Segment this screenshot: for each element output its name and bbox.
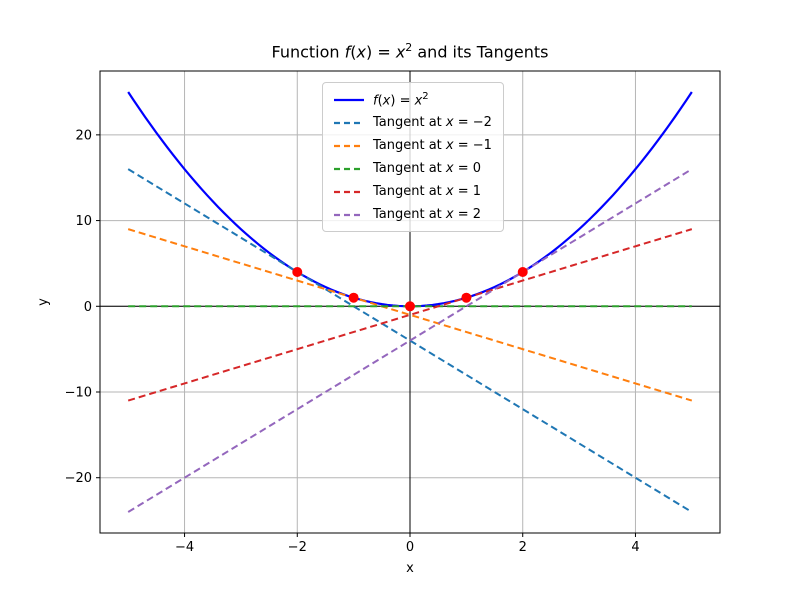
chart-title: Function f(x) = x2 and its Tangents (100, 41, 720, 61)
title-part: Function (271, 42, 345, 62)
x-tick-label: 0 (406, 540, 414, 555)
title-superscript: 2 (405, 41, 413, 54)
legend-line-sample (334, 144, 364, 147)
legend-item-0: f(x) = x2 (334, 88, 492, 111)
y-tick-label: 10 (75, 214, 92, 229)
tangent-point (292, 267, 303, 277)
legend-item-1: Tangent at x = −2 (334, 111, 492, 134)
y-axis-label: y (36, 298, 51, 306)
y-tick-label: 0 (84, 300, 92, 315)
legend-item-2: Tangent at x = −1 (334, 134, 492, 157)
title-equals: ) = (365, 42, 396, 62)
title-paren-open: ( (350, 42, 357, 62)
legend-line-sample (334, 167, 364, 170)
legend-line-sample (334, 121, 364, 124)
legend-item-3: Tangent at x = 0 (334, 157, 492, 180)
title-var-x: x (356, 42, 366, 62)
legend-item-4: Tangent at x = 1 (334, 180, 492, 203)
x-tick-label: −2 (288, 540, 307, 555)
y-tick-label: −10 (65, 386, 92, 401)
y-tick-label: 20 (75, 128, 92, 143)
x-tick-label: −4 (175, 540, 194, 555)
legend-label: Tangent at x = 2 (373, 207, 482, 222)
tangent-point (405, 301, 415, 312)
x-tick-label: 2 (519, 540, 527, 555)
tangent-line-x-1 (127, 228, 693, 402)
legend-label: f(x) = x2 (373, 90, 429, 109)
x-axis-label: x (406, 561, 414, 576)
y-tick-label: −20 (65, 471, 92, 486)
title-var-f: f (344, 42, 351, 62)
legend-line-sample (334, 213, 364, 216)
tangent-point (461, 292, 472, 303)
tangent-point (517, 267, 528, 277)
tangent-point (348, 292, 359, 303)
legend-label: Tangent at x = −1 (373, 138, 492, 153)
legend-line-sample (334, 190, 364, 193)
title-part-2: and its Tangents (412, 42, 549, 62)
legend-label: Tangent at x = 0 (373, 161, 482, 176)
legend: f(x) = x2 Tangent at x = −2 Tangent at x =… (322, 82, 504, 232)
tangent-line-x1 (127, 228, 693, 402)
x-tick-label: 4 (631, 540, 639, 555)
legend-line-sample (334, 98, 364, 101)
legend-label: Tangent at x = 1 (373, 184, 482, 199)
legend-item-5: Tangent at x = 2 (334, 203, 492, 226)
title-var-x2: x (395, 42, 406, 62)
legend-label: Tangent at x = −2 (373, 115, 492, 130)
